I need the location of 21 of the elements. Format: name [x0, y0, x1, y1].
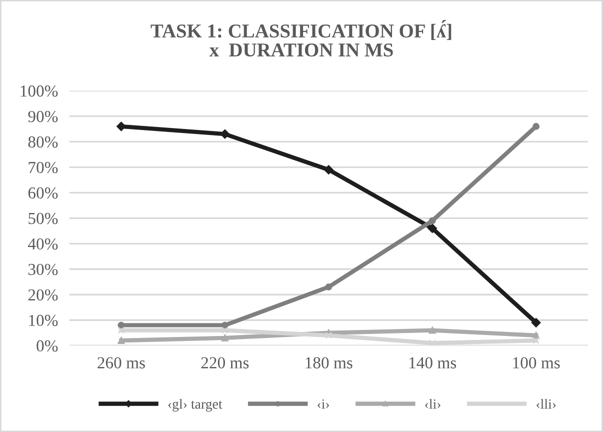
- y-tick-label: 40%: [28, 238, 58, 250]
- y-tick-label: 20%: [28, 289, 58, 301]
- y-tick-label: 70%: [28, 162, 58, 174]
- x-tick-label: 140 ms: [410, 357, 456, 368]
- y-tick-label: 50%: [28, 212, 58, 224]
- y-tick-label: 30%: [28, 264, 58, 276]
- x-tick-label: 180 ms: [306, 357, 352, 368]
- chart-title: TASK 1: CLASSIFICATION OF [ʎ́] x DURATION IN MS: [150, 20, 452, 57]
- legend-label: ‹i›: [318, 399, 329, 409]
- x-tick-label: 220 ms: [201, 357, 249, 368]
- legend-label: ‹lli›: [536, 398, 556, 409]
- y-tick-label: 90%: [28, 110, 58, 122]
- legend-label: ‹gl› target: [168, 398, 222, 412]
- y-tick-label: 100%: [20, 85, 58, 97]
- y-tick-label: 60%: [28, 187, 58, 199]
- y-tick-label: 0%: [36, 340, 58, 352]
- legend-label: ‹li›: [425, 398, 440, 409]
- x-tick-label: 100 ms: [513, 357, 560, 368]
- y-tick-label: 80%: [28, 136, 58, 148]
- y-tick-label: 10%: [29, 314, 58, 326]
- x-tick-label: 260 ms: [98, 357, 145, 368]
